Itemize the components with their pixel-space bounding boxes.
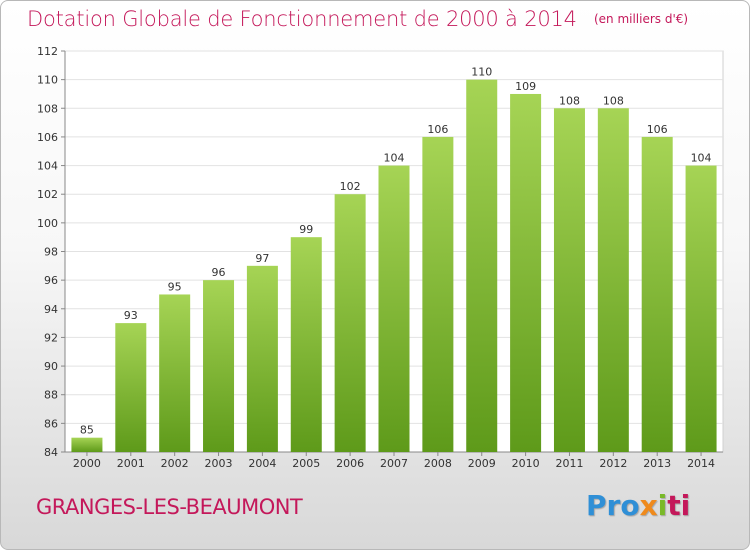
data-label-2000: 85 [80,424,94,437]
bar-2013 [641,136,673,452]
bar-2007 [378,165,410,453]
data-label-2011: 108 [559,94,580,107]
data-label-2008: 106 [427,123,448,136]
proxiti-logo: Proxiti [586,489,690,522]
data-label-2013: 106 [647,123,668,136]
x-label-2012: 2012 [599,457,627,470]
x-label-2002: 2002 [161,457,189,470]
logo-part-1: Pro [586,489,640,522]
y-tick-label-104: 104 [37,160,58,173]
data-label-2004: 97 [255,252,269,265]
x-label-2011: 2011 [555,457,583,470]
data-label-2012: 108 [603,94,624,107]
x-label-2006: 2006 [336,457,364,470]
bar-2009 [466,79,498,453]
y-tick-label-96: 96 [44,274,58,287]
data-label-2003: 96 [212,266,226,279]
bar-2003 [203,280,235,452]
y-tick-label-106: 106 [37,131,58,144]
x-label-2010: 2010 [512,457,540,470]
y-tick-label-88: 88 [44,389,58,402]
x-label-2013: 2013 [643,457,671,470]
bar-2004 [246,265,278,452]
y-tick-label-92: 92 [44,331,58,344]
data-label-2005: 99 [299,223,313,236]
commune-name: GRANGES-LES-BEAUMONT [36,495,303,519]
y-tick-label-102: 102 [37,188,58,201]
y-tick-label-112: 112 [37,45,58,58]
y-tick-label-84: 84 [44,446,58,459]
x-label-2005: 2005 [292,457,320,470]
y-tick-label-90: 90 [44,360,58,373]
data-label-2007: 104 [384,152,405,165]
bar-2012 [597,108,629,453]
logo-part-3: i [657,489,668,522]
bar-2008 [422,136,454,452]
chart-title-text: Dotation Globale de Fonctionnement de 20… [27,7,577,31]
x-label-2008: 2008 [424,457,452,470]
y-tick-label-86: 86 [44,417,58,430]
x-label-2001: 2001 [117,457,145,470]
bar-2006 [334,194,366,452]
y-tick-label-110: 110 [37,74,58,87]
chart-title: Dotation Globale de Fonctionnement de 20… [27,7,688,31]
x-label-2004: 2004 [248,457,276,470]
y-tick-label-98: 98 [44,246,58,259]
chart-unit-text: (en milliers d'€) [593,12,689,26]
bar-2000 [71,437,103,452]
bar-2010 [510,93,542,452]
logo-part-4: ti [667,489,691,522]
data-label-2006: 102 [340,180,361,193]
y-tick-label-100: 100 [37,217,58,230]
y-tick-label-94: 94 [44,303,58,316]
x-label-2000: 2000 [73,457,101,470]
data-label-2002: 95 [168,280,182,293]
data-label-2001: 93 [124,309,138,322]
x-label-2007: 2007 [380,457,408,470]
data-label-2009: 110 [471,66,492,79]
bar-2011 [553,108,585,453]
bar-2002 [159,294,191,452]
bar-2014 [685,165,717,453]
x-label-2003: 2003 [205,457,233,470]
bar-2005 [290,237,322,452]
data-label-2014: 104 [691,152,712,165]
y-tick-label-108: 108 [37,102,58,115]
logo-part-2: x [639,489,658,522]
x-label-2014: 2014 [687,457,715,470]
x-label-2009: 2009 [468,457,496,470]
bar-2001 [115,323,147,452]
data-label-2010: 109 [515,80,536,93]
